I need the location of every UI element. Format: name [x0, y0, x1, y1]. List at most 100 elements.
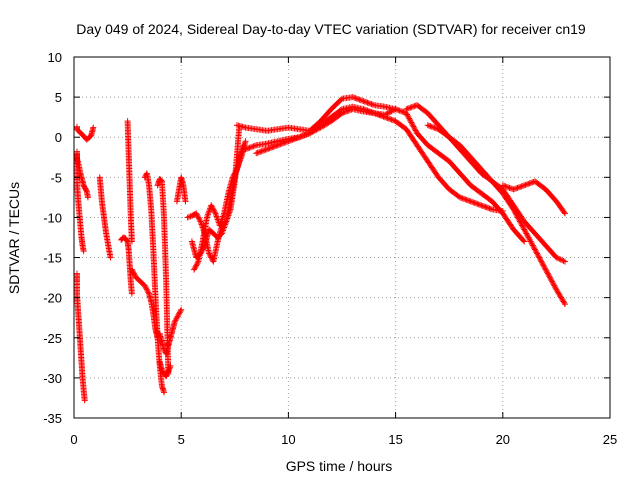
data-point — [483, 204, 490, 211]
data-point — [364, 99, 371, 106]
data-point — [460, 195, 467, 202]
data-point — [525, 234, 532, 241]
x-tick-label: 20 — [496, 432, 510, 447]
data-point — [551, 283, 558, 290]
data-point — [246, 144, 253, 151]
data-point — [278, 140, 285, 147]
data-point — [529, 241, 536, 248]
data-point — [298, 133, 305, 140]
data-point — [389, 117, 396, 124]
data-point — [128, 238, 135, 245]
data-point — [554, 255, 561, 262]
data-point — [340, 109, 347, 116]
data-point — [360, 98, 367, 105]
data-point — [347, 107, 354, 114]
data-point — [538, 258, 545, 265]
data-point — [130, 269, 137, 276]
data-point — [561, 258, 568, 265]
data-point — [280, 140, 287, 147]
data-point — [367, 100, 374, 107]
data-point — [521, 226, 528, 233]
data-point — [458, 194, 465, 201]
data-point — [166, 365, 173, 372]
data-point — [541, 263, 548, 270]
data-point — [141, 282, 148, 289]
data-point — [540, 262, 547, 269]
data-point — [549, 278, 556, 285]
data-point — [229, 174, 236, 181]
plot-frame — [73, 56, 611, 419]
data-point — [193, 211, 200, 218]
data-point — [206, 250, 213, 257]
data-point — [171, 318, 178, 325]
data-point — [430, 124, 437, 131]
data-point — [107, 254, 114, 261]
data-point — [173, 314, 180, 321]
data-point — [306, 130, 313, 137]
data-point — [131, 270, 138, 277]
data-point — [81, 397, 88, 404]
data-point — [510, 186, 517, 193]
data-point — [195, 214, 202, 221]
data-point — [524, 233, 531, 240]
data-point — [534, 250, 541, 257]
data-point — [290, 136, 297, 143]
data-point — [514, 184, 521, 191]
data-point — [516, 217, 523, 224]
data-point — [267, 144, 274, 151]
axis-ticks: 10 5 0 -5 -10 -15 -20 -25 -30 -35 0 5 10 15 20 25 — [43, 50, 617, 447]
data-point — [482, 203, 489, 210]
data-point — [462, 196, 469, 203]
data-point — [516, 218, 523, 225]
data-point — [250, 143, 257, 150]
data-point — [277, 141, 284, 148]
data-point — [211, 209, 218, 216]
data-point — [192, 263, 199, 270]
data-point — [406, 115, 413, 122]
data-point — [341, 109, 348, 116]
data-point — [288, 137, 295, 144]
data-point — [412, 127, 419, 134]
data-point — [529, 242, 536, 249]
data-point — [411, 126, 418, 133]
data-point — [357, 97, 364, 104]
data-point — [541, 265, 548, 272]
data-point — [230, 172, 237, 179]
data-point — [548, 277, 555, 284]
data-point — [403, 106, 410, 113]
data-point — [231, 170, 238, 177]
data-point — [395, 107, 402, 114]
data-point — [286, 137, 293, 144]
data-point — [289, 136, 296, 143]
data-point — [176, 309, 183, 316]
data-point — [128, 290, 135, 297]
data-point — [158, 366, 165, 373]
data-point — [473, 200, 479, 207]
data-point — [537, 257, 544, 264]
data-point — [530, 243, 537, 250]
data-point — [408, 104, 415, 111]
data-point — [385, 115, 392, 122]
data-point — [511, 207, 518, 214]
data-point — [547, 275, 554, 282]
data-point — [191, 265, 198, 272]
data-point — [392, 106, 399, 113]
data-point — [337, 111, 344, 118]
data-point — [384, 110, 391, 117]
data-point — [539, 259, 546, 266]
data-point — [349, 94, 356, 101]
data-point — [388, 116, 395, 123]
data-point — [525, 180, 532, 187]
data-point — [143, 286, 150, 293]
data-point — [406, 116, 413, 123]
data-point — [383, 111, 390, 118]
data-point — [514, 214, 521, 221]
data-point — [404, 112, 411, 119]
data-point — [182, 198, 189, 205]
data-point — [356, 96, 363, 103]
data-point — [196, 215, 203, 222]
data-point — [174, 313, 181, 320]
data-point — [528, 239, 535, 246]
data-point — [242, 138, 249, 145]
y-tick-label: 0 — [55, 130, 62, 145]
